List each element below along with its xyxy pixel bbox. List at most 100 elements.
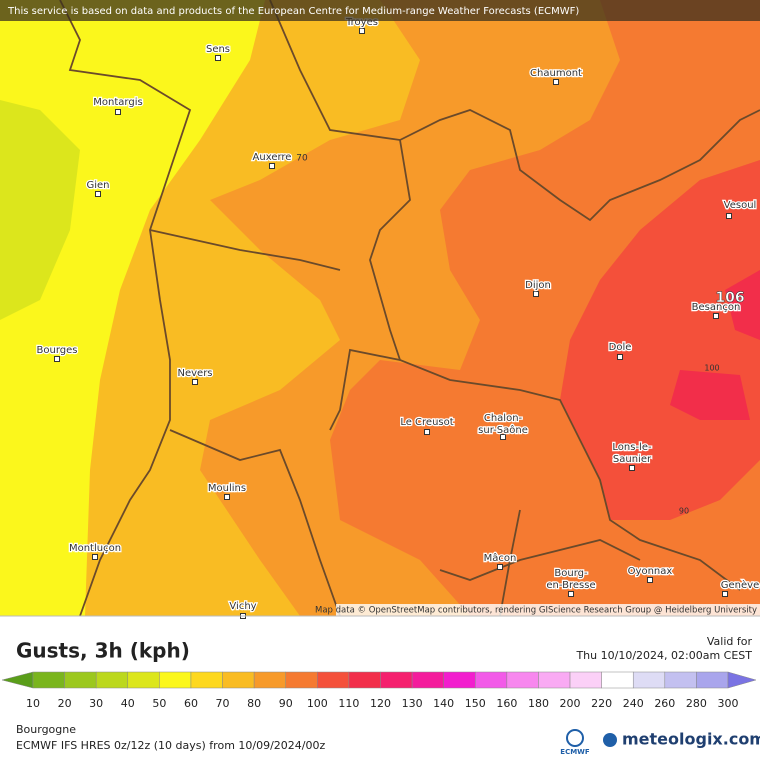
colorbar-arrow-low — [1, 671, 34, 689]
city-marker — [92, 554, 98, 560]
city-marker — [722, 591, 728, 597]
colorbar-label: 90 — [279, 697, 293, 710]
city-label: Oyonnax — [628, 566, 673, 577]
city-label: Dole — [609, 342, 632, 353]
city-marker — [424, 429, 430, 435]
colorbar-swatch — [506, 671, 539, 689]
colorbar-label: 80 — [247, 697, 261, 710]
borders — [59, 0, 760, 617]
city-marker — [115, 109, 121, 115]
city-marker — [553, 79, 559, 85]
city-marker — [713, 313, 719, 319]
colorbar-label: 220 — [591, 697, 612, 710]
city-marker — [533, 291, 539, 297]
valid-time: Thu 10/10/2024, 02:00am CEST — [575, 649, 752, 662]
colorbar-arrow-high — [727, 671, 757, 689]
colorbar-label: 160 — [496, 697, 517, 710]
colorbar-label: 150 — [465, 697, 486, 710]
colorbar-swatch — [64, 671, 97, 689]
ecmwf-logo — [566, 729, 584, 747]
colorbar-swatch — [190, 671, 223, 689]
colorbar-label: 120 — [370, 697, 391, 710]
city-label: Saunier — [613, 454, 652, 465]
city-label: Besançon — [692, 302, 741, 313]
colorbar-swatch — [569, 671, 602, 689]
city-marker — [95, 191, 101, 197]
map — [0, 0, 760, 617]
field-110 — [670, 270, 760, 420]
colorbar-label: 180 — [528, 697, 549, 710]
colorbar-label: 100 — [307, 697, 328, 710]
region: Bourgogne — [16, 723, 76, 736]
city-label: Nevers — [177, 368, 212, 379]
city-marker — [269, 163, 275, 169]
attribution: Map data © OpenStreetMap contributors, r… — [315, 606, 757, 616]
colorbar-label: 50 — [152, 697, 166, 710]
colorbar-swatch — [348, 671, 381, 689]
colorbar-label: 130 — [402, 697, 423, 710]
colorbar-swatch — [380, 671, 413, 689]
brand: meteologix.com — [622, 730, 760, 749]
notice: This service is based on data and produc… — [7, 6, 579, 17]
city-label: Vichy — [229, 601, 256, 612]
city-marker — [726, 213, 732, 219]
attribution-bg — [336, 604, 760, 616]
contour-label: 70 — [296, 154, 308, 164]
city-marker — [359, 28, 365, 34]
colorbar-label: 200 — [560, 697, 581, 710]
colorbar-swatch — [475, 671, 508, 689]
city-label: sur-Saône — [478, 424, 528, 436]
city-label: Lons-le- — [612, 442, 652, 453]
colorbar-label: 280 — [686, 697, 707, 710]
ecmwf-text: ECMWF — [560, 748, 590, 756]
colorbar-label: 20 — [58, 697, 72, 710]
colorbar-swatch — [159, 671, 192, 689]
legend-title: Gusts, 3h (kph) — [16, 639, 190, 663]
city-label: Bourg- — [554, 568, 588, 579]
colorbar-swatch — [664, 671, 697, 689]
colorbar-swatch — [443, 671, 476, 689]
city-label: en-Bresse — [546, 580, 595, 591]
model: ECMWF IFS HRES 0z/12z (10 days) from 10/… — [16, 739, 326, 752]
colorbar-label: 10 — [26, 697, 40, 710]
colorbar-swatch — [222, 671, 255, 689]
brand-logo — [603, 733, 617, 747]
city-marker — [500, 434, 506, 440]
colorbar-swatch — [601, 671, 634, 689]
city-label: Montargis — [93, 97, 142, 108]
colorbar-label: 240 — [623, 697, 644, 710]
valid-label: Valid for — [707, 635, 753, 648]
colorbar-label: 260 — [654, 697, 675, 710]
city-marker — [497, 564, 503, 570]
colorbar-swatch — [632, 671, 666, 689]
colorbar-swatch — [127, 671, 160, 689]
colorbar-label: 40 — [121, 697, 135, 710]
colorbar-label: 60 — [184, 697, 198, 710]
city-marker — [568, 591, 574, 597]
city-label: Le Creusot — [400, 417, 453, 428]
colorbar-swatch — [411, 671, 444, 689]
contour-label: 90 — [679, 507, 689, 516]
city-label: Moulins — [208, 483, 246, 494]
colorbar-label: 30 — [89, 697, 103, 710]
city-label: Bourges — [37, 345, 78, 356]
colorbar-swatch — [538, 671, 571, 689]
notice-bar — [0, 0, 760, 21]
city-marker — [224, 494, 230, 500]
colorbar-swatch — [696, 671, 729, 689]
city-label: Auxerre — [253, 152, 292, 163]
colorbar-label: 110 — [338, 697, 359, 710]
colorbar-swatch — [95, 671, 129, 689]
city-marker — [629, 465, 635, 471]
contour-label: 106 — [715, 290, 744, 306]
city-label: Chaumont — [530, 68, 582, 79]
field-100 — [560, 160, 760, 520]
colorbar-label: 140 — [433, 697, 454, 710]
city-label: Vesoul — [724, 200, 757, 211]
city-label: Mâcon — [484, 552, 517, 564]
field-40 — [0, 100, 80, 320]
city-marker — [647, 577, 653, 583]
colorbar-label: 70 — [216, 697, 230, 710]
colorbar-swatch — [32, 671, 65, 689]
